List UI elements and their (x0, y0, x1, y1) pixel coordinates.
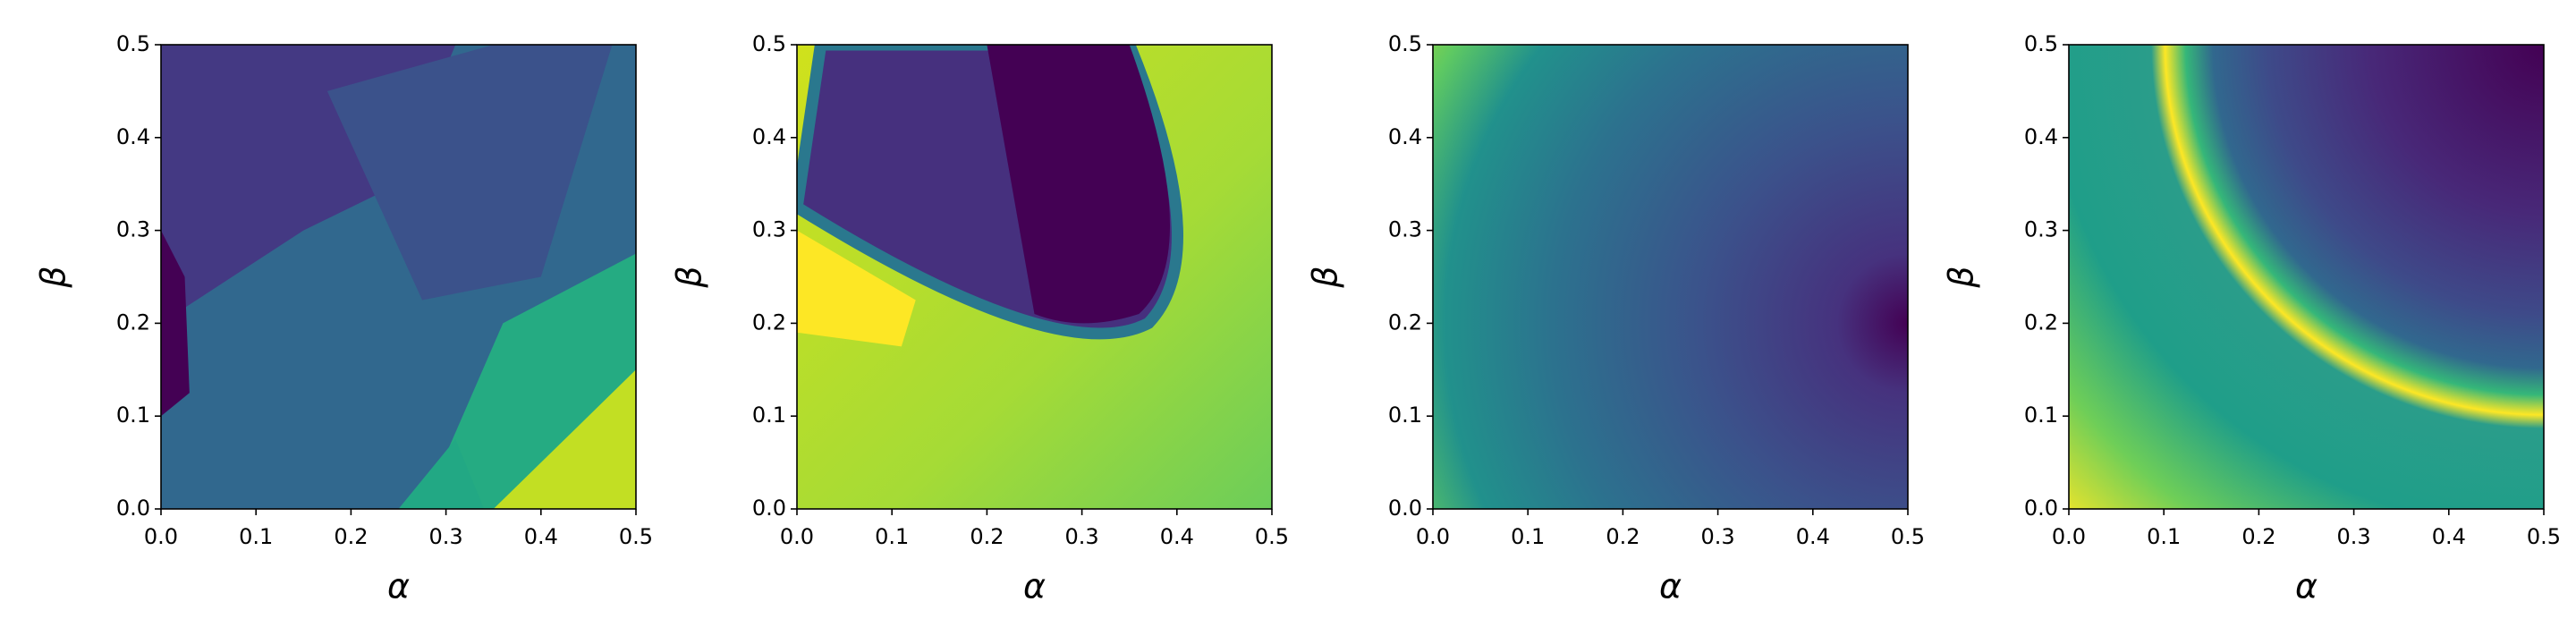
x-tick-label: 0.3 (1701, 524, 1735, 549)
x-axis-label: α (1023, 567, 1046, 606)
x-tick-label: 0.2 (334, 524, 368, 549)
y-tick-label: 0.2 (116, 309, 150, 335)
y-tick-label: 0.5 (116, 31, 150, 56)
axes-frame (1432, 44, 1909, 510)
y-tick-label: 0.0 (2024, 496, 2058, 521)
y-tick-label: 0.1 (116, 402, 150, 428)
x-tick-label: 0.1 (1511, 524, 1545, 549)
y-tick-label: 0.2 (1388, 309, 1422, 335)
contour-fill (1433, 45, 1908, 509)
contour-plot (161, 45, 636, 509)
x-tick-label: 0.3 (1065, 524, 1099, 549)
x-tick-label: 0.1 (2147, 524, 2181, 549)
y-tick-label: 0.2 (752, 309, 786, 335)
contour-region (1433, 45, 1908, 509)
x-tick-label: 0.4 (2432, 524, 2466, 549)
x-tick-label: 0.0 (1416, 524, 1450, 549)
x-axis-label: α (2295, 567, 2318, 606)
y-tick-label: 0.2 (2024, 309, 2058, 335)
x-tick-label: 0.5 (619, 524, 653, 549)
y-tick-label: 0.3 (116, 217, 150, 242)
contour-region (2069, 45, 2544, 509)
x-tick-label: 0.1 (875, 524, 909, 549)
x-tick-label: 0.1 (239, 524, 273, 549)
y-tick-label: 0.4 (116, 124, 150, 149)
y-axis-label: β (1942, 266, 1981, 288)
x-tick-label: 0.4 (1160, 524, 1194, 549)
x-tick-label: 0.0 (2052, 524, 2086, 549)
contour-region (987, 45, 1171, 324)
contour-fill (161, 45, 636, 509)
contour-region (398, 439, 485, 509)
y-tick-label: 0.0 (1388, 496, 1422, 521)
axes-frame (796, 44, 1273, 510)
x-tick-label: 0.2 (1606, 524, 1640, 549)
axes-frame (2068, 44, 2545, 510)
contour-region (326, 45, 613, 301)
x-tick-label: 0.5 (1255, 524, 1289, 549)
y-axis-label: β (34, 266, 73, 288)
x-tick-label: 0.0 (780, 524, 814, 549)
x-tick-label: 0.2 (2241, 524, 2275, 549)
y-axis-label: β (670, 266, 709, 288)
y-tick-label: 0.1 (1388, 402, 1422, 428)
y-tick-label: 0.1 (2024, 402, 2058, 428)
contour-plot (1433, 45, 1908, 509)
y-tick-label: 0.1 (752, 402, 786, 428)
y-tick-label: 0.5 (752, 31, 786, 56)
y-tick-label: 0.3 (2024, 217, 2058, 242)
x-tick-label: 0.4 (1796, 524, 1830, 549)
y-tick-label: 0.3 (1388, 217, 1422, 242)
contour-fill (2069, 45, 2544, 509)
axes-frame (160, 44, 637, 510)
y-tick-label: 0.4 (752, 124, 786, 149)
x-tick-label: 0.5 (1891, 524, 1925, 549)
y-tick-label: 0.5 (2024, 31, 2058, 56)
x-tick-label: 0.2 (970, 524, 1004, 549)
y-tick-label: 0.4 (2024, 124, 2058, 149)
y-tick-label: 0.3 (752, 217, 786, 242)
contour-fill (797, 45, 1272, 509)
y-axis-label: β (1306, 266, 1345, 288)
x-tick-label: 0.5 (2527, 524, 2561, 549)
x-tick-label: 0.4 (524, 524, 558, 549)
contour-region (797, 230, 916, 347)
contour-plot (2069, 45, 2544, 509)
y-tick-label: 0.4 (1388, 124, 1422, 149)
x-axis-label: α (387, 567, 410, 606)
x-tick-label: 0.3 (2337, 524, 2371, 549)
y-tick-label: 0.0 (752, 496, 786, 521)
x-axis-label: α (1659, 567, 1682, 606)
contour-plot (797, 45, 1272, 509)
y-tick-label: 0.0 (116, 496, 150, 521)
contour-region (161, 230, 190, 417)
y-tick-label: 0.5 (1388, 31, 1422, 56)
x-tick-label: 0.0 (144, 524, 178, 549)
x-tick-label: 0.3 (429, 524, 463, 549)
